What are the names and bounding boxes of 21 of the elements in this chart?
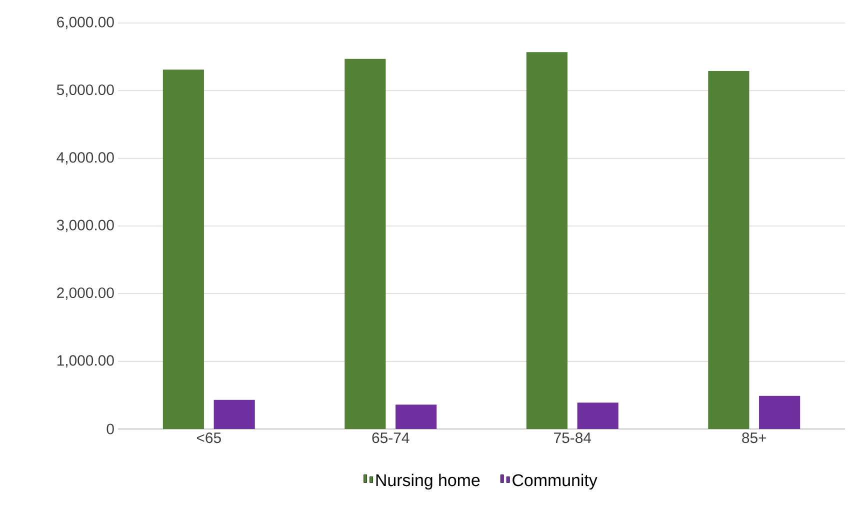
y-tick-label: 5,000.00 [56, 84, 114, 97]
legend-label: Community [512, 474, 598, 490]
bar [162, 70, 204, 429]
x-tick-label: 85+ [742, 432, 766, 444]
y-tick-label: 4,000.00 [56, 152, 114, 164]
x-tick-label: 65-74 [372, 432, 410, 444]
bar [344, 58, 386, 429]
bar [577, 402, 618, 429]
y-tick-label: 2,000.00 [57, 287, 114, 300]
bar [759, 396, 800, 429]
y-tick-label: 0 [106, 424, 114, 434]
legend-label: Nursing home [376, 474, 480, 490]
bar [396, 404, 437, 429]
bar [526, 52, 568, 429]
x-tick-label: 75-84 [554, 432, 592, 444]
bar [708, 71, 750, 429]
y-tick-label: 3,000.00 [56, 220, 114, 232]
x-tick-label: <65 [196, 432, 221, 444]
y-tick-label: 6,000.00 [57, 16, 114, 30]
bar [214, 400, 255, 429]
y-tick-label: 1,000.00 [57, 355, 114, 368]
